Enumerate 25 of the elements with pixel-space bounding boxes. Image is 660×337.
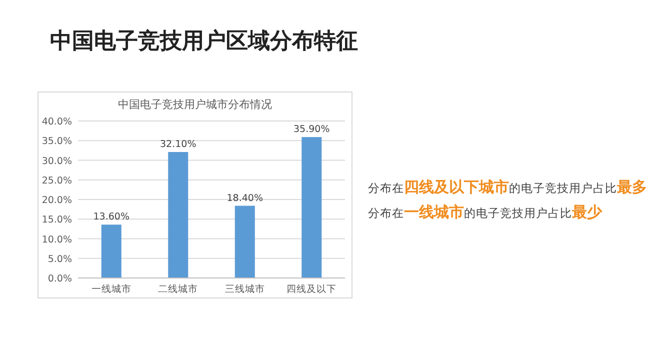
y-tick-label: 30.0% (42, 156, 72, 167)
text: 分布在一线城市的电子竞技用户占比最少 (368, 203, 603, 221)
data-label: 13.60% (93, 212, 130, 223)
y-tick-label: 5.0% (48, 254, 72, 265)
bar (101, 224, 122, 278)
y-tick-label: 0.0% (48, 274, 72, 284)
chart-title: 中国电子竞技用户区域分布特征 (50, 28, 358, 54)
y-tick-label: 15.0% (42, 214, 72, 226)
x-tick-label: 一线城市 (91, 283, 132, 295)
data-label: 32.10% (160, 139, 196, 150)
y-tick-label: 25.0% (42, 175, 72, 186)
bar (168, 152, 188, 278)
x-tick-label: 四线及以下 (286, 283, 337, 295)
x-tick-label: 二线城市 (158, 283, 198, 295)
x-tick-label: 三线城市 (224, 283, 265, 295)
y-tick-label: 20.0% (42, 195, 72, 206)
bar (302, 137, 322, 278)
y-tick-label: 40.0% (42, 116, 72, 128)
y-tick-label: 35.0% (42, 136, 72, 148)
bar (234, 206, 255, 278)
text: 分布在四线及以下城市的电子竞技用户占比最多 (368, 178, 647, 196)
data-label: 35.90% (294, 124, 330, 136)
y-tick-label: 10.0% (42, 234, 72, 246)
chart-subtitle: 中国电子竞技用户城市分布情况 (118, 98, 272, 111)
data-label: 18.40% (226, 192, 263, 204)
